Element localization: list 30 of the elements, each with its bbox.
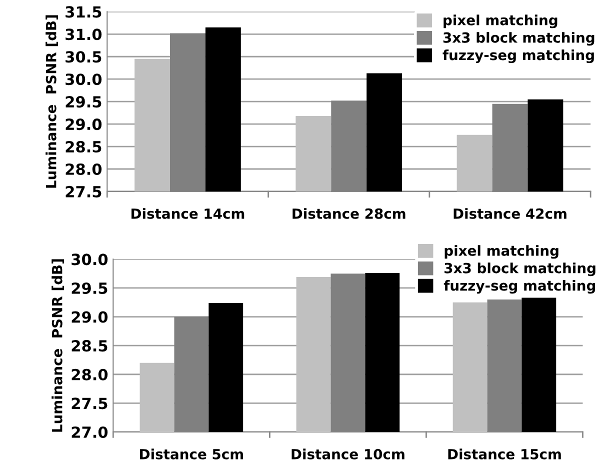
- legend-label: pixel matching: [444, 14, 558, 28]
- legend-label: fuzzy-seg matching: [444, 280, 596, 294]
- y-tick-label: 29.5: [72, 282, 108, 294]
- legend-label: 3x3 block matching: [444, 262, 596, 276]
- x-tick-label: Distance 14cm: [132, 208, 244, 219]
- y-tick-label: 31.0: [66, 28, 102, 40]
- y-tick-label: 28.0: [66, 163, 102, 176]
- y-tick-label: 31.5: [66, 6, 102, 18]
- y-axis-title: Luminance PSNR [dB]: [52, 259, 64, 432]
- y-tick-label: 30.0: [66, 74, 102, 86]
- x-tick-label: Distance 28cm: [292, 208, 406, 219]
- y-tick-label: 30.5: [66, 51, 102, 63]
- y-axis-title: Luminance PSNR [dB]: [46, 15, 58, 188]
- y-tick-label: 28.5: [66, 140, 102, 153]
- y-tick-label: 29.0: [66, 118, 102, 130]
- y-tick-label: 29.5: [66, 96, 102, 108]
- y-tick-label: 27.5: [66, 186, 102, 198]
- x-tick-label: Distance 10cm: [292, 448, 404, 460]
- legend-label: fuzzy-seg matching: [442, 50, 594, 64]
- y-tick-label: 27.5: [72, 398, 108, 410]
- y-tick-label: 30.0: [72, 254, 108, 266]
- legend-label: 3x3 block matching: [443, 32, 594, 46]
- legend-label: pixel matching: [444, 245, 558, 259]
- y-tick-label: 29.0: [72, 311, 108, 323]
- x-tick-label: Distance 42cm: [454, 208, 566, 219]
- x-tick-label: Distance 5cm: [140, 448, 243, 460]
- y-tick-label: 28.5: [72, 340, 108, 352]
- x-tick-label: Distance 15cm: [448, 448, 561, 460]
- y-tick-label: 27.0: [72, 426, 108, 438]
- y-tick-label: 28.0: [72, 368, 108, 380]
